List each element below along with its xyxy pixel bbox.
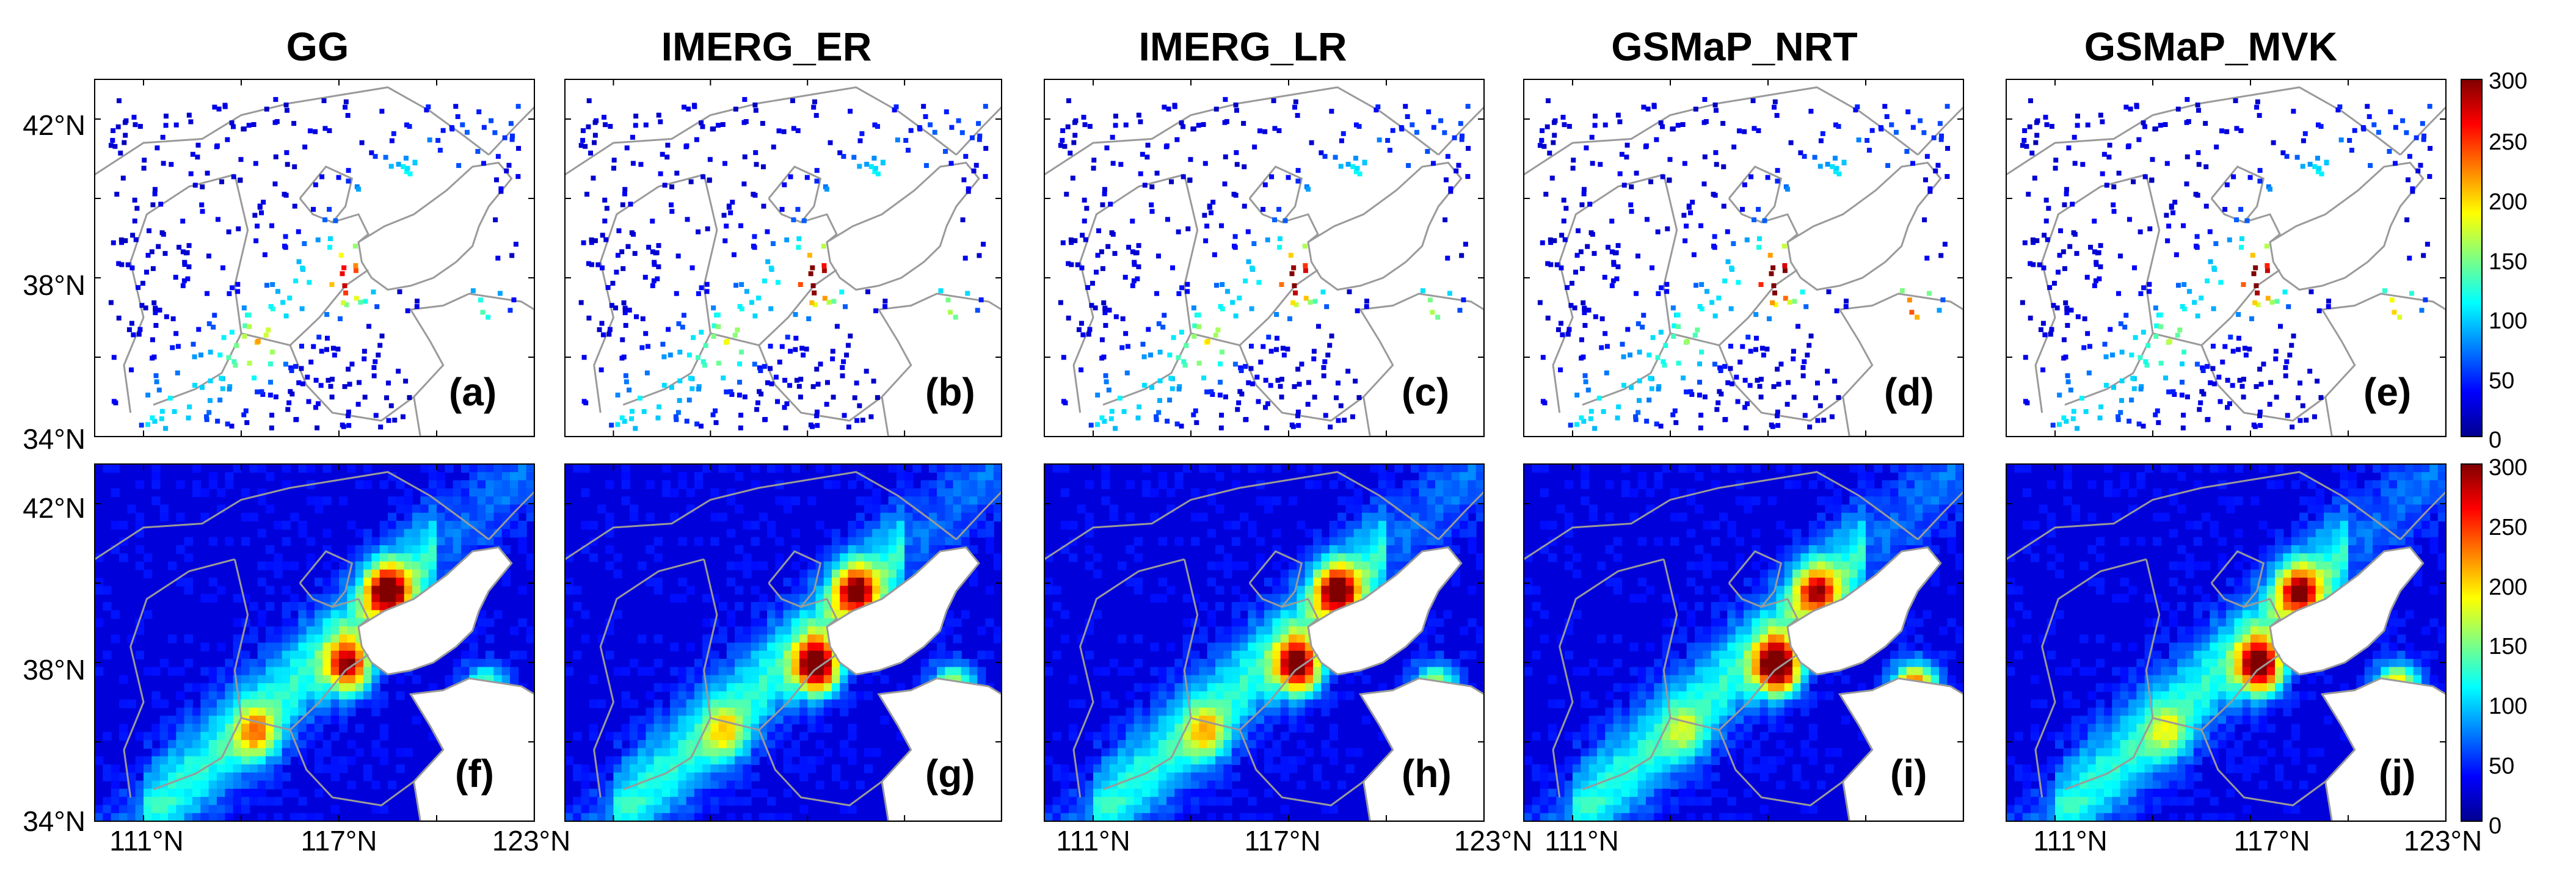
panel-label-j: (j) bbox=[2379, 752, 2416, 796]
xtick-c4-111: 111°N bbox=[1545, 825, 1619, 857]
cb-top-300: 300 bbox=[2489, 68, 2528, 94]
map-panel-h bbox=[1044, 463, 1485, 822]
title-gsmap-mvk: GSMaP_MVK bbox=[2084, 24, 2338, 69]
xtick-c3-117: 117°N bbox=[1244, 825, 1321, 857]
cb-top-0: 0 bbox=[2489, 427, 2502, 453]
xtick-c5-123: 123°N bbox=[2403, 825, 2483, 857]
ytick-top-38: 38°N bbox=[23, 269, 86, 301]
cb-bottom-200: 200 bbox=[2489, 575, 2528, 600]
xtick-c1-123: 123°N bbox=[492, 825, 571, 857]
cb-top-200: 200 bbox=[2489, 189, 2528, 215]
cb-top-100: 100 bbox=[2489, 308, 2528, 334]
xtick-c5-111: 111°N bbox=[2033, 825, 2108, 857]
ytick-bottom-34: 34°N bbox=[23, 805, 86, 837]
ytick-top-42: 42°N bbox=[23, 109, 86, 141]
panel-label-d: (d) bbox=[1884, 370, 1934, 414]
panel-label-g: (g) bbox=[925, 752, 975, 796]
panel-label-h: (h) bbox=[1402, 752, 1452, 796]
ytick-bottom-38: 38°N bbox=[23, 654, 86, 686]
panel-label-c: (c) bbox=[1402, 370, 1450, 414]
panel-label-i: (i) bbox=[1890, 752, 1927, 796]
cb-bottom-300: 300 bbox=[2489, 455, 2528, 481]
cb-bottom-0: 0 bbox=[2489, 813, 2502, 839]
xtick-c1-117: 117°N bbox=[300, 825, 377, 857]
title-imerg-er: IMERG_ER bbox=[661, 24, 872, 69]
title-gsmap-nrt: GSMaP_NRT bbox=[1611, 24, 1858, 69]
xtick-c3-123: 123°N bbox=[1454, 825, 1533, 857]
cb-bottom-250: 250 bbox=[2489, 515, 2528, 540]
panel-label-e: (e) bbox=[2363, 370, 2412, 414]
map-panel-d bbox=[1523, 79, 1964, 437]
map-panel-f bbox=[94, 463, 535, 822]
map-panel-c bbox=[1044, 79, 1485, 437]
map-panel-g bbox=[564, 463, 1002, 822]
ytick-top-34: 34°N bbox=[23, 423, 86, 455]
panel-label-f: (f) bbox=[455, 752, 494, 796]
ytick-bottom-42: 42°N bbox=[23, 492, 86, 524]
map-panel-i bbox=[1523, 463, 1964, 822]
map-panel-j bbox=[2006, 463, 2447, 822]
map-panel-e bbox=[2006, 79, 2447, 437]
cb-top-50: 50 bbox=[2489, 368, 2515, 394]
panel-label-a: (a) bbox=[449, 370, 497, 414]
xtick-c5-117: 117°N bbox=[2233, 825, 2310, 857]
map-panel-b bbox=[564, 79, 1002, 437]
cb-bottom-150: 150 bbox=[2489, 634, 2528, 659]
cb-top-150: 150 bbox=[2489, 249, 2528, 275]
panel-label-b: (b) bbox=[925, 370, 975, 414]
xtick-c3-111: 111°N bbox=[1056, 825, 1130, 857]
cb-bottom-50: 50 bbox=[2489, 753, 2515, 779]
cb-top-250: 250 bbox=[2489, 129, 2528, 155]
colorbar-top bbox=[2461, 79, 2483, 437]
colorbar-bottom bbox=[2461, 463, 2483, 822]
map-panel-a bbox=[94, 79, 535, 437]
xtick-c1-111: 111°N bbox=[109, 825, 184, 857]
title-imerg-lr: IMERG_LR bbox=[1138, 24, 1347, 69]
title-gg: GG bbox=[286, 24, 349, 69]
cb-bottom-100: 100 bbox=[2489, 694, 2528, 719]
